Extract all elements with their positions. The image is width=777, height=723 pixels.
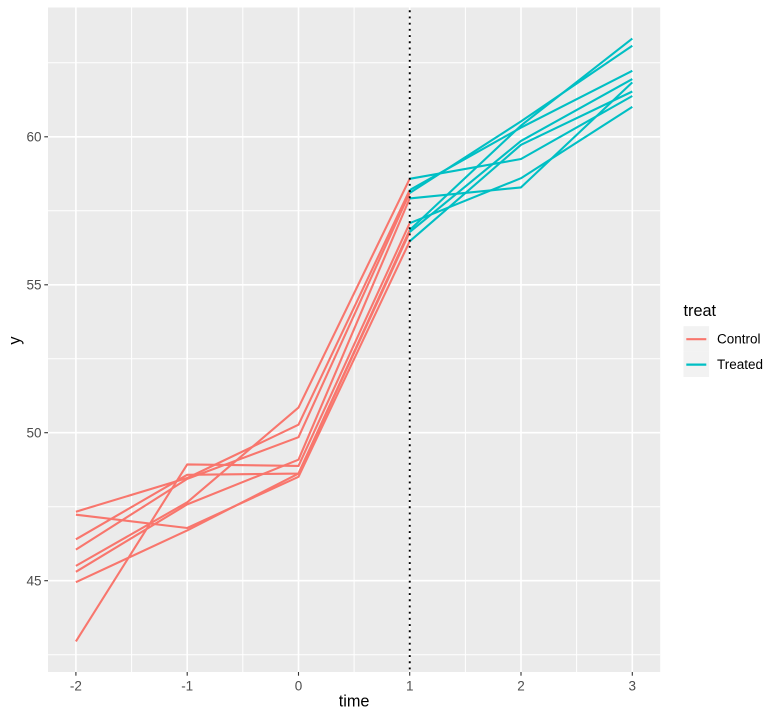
svg-text:1: 1 bbox=[406, 678, 414, 693]
svg-text:50: 50 bbox=[26, 426, 41, 441]
svg-text:-1: -1 bbox=[181, 678, 193, 693]
svg-text:2: 2 bbox=[517, 678, 525, 693]
svg-text:y: y bbox=[6, 336, 24, 345]
svg-text:60: 60 bbox=[26, 130, 41, 145]
svg-text:45: 45 bbox=[26, 574, 41, 589]
svg-text:3: 3 bbox=[629, 678, 637, 693]
svg-text:55: 55 bbox=[26, 278, 41, 293]
svg-text:time: time bbox=[339, 693, 370, 711]
svg-text:0: 0 bbox=[295, 678, 303, 693]
svg-text:-2: -2 bbox=[70, 678, 82, 693]
svg-text:Treated: Treated bbox=[717, 357, 763, 372]
svg-text:treat: treat bbox=[684, 302, 717, 320]
svg-text:Control: Control bbox=[717, 331, 761, 346]
